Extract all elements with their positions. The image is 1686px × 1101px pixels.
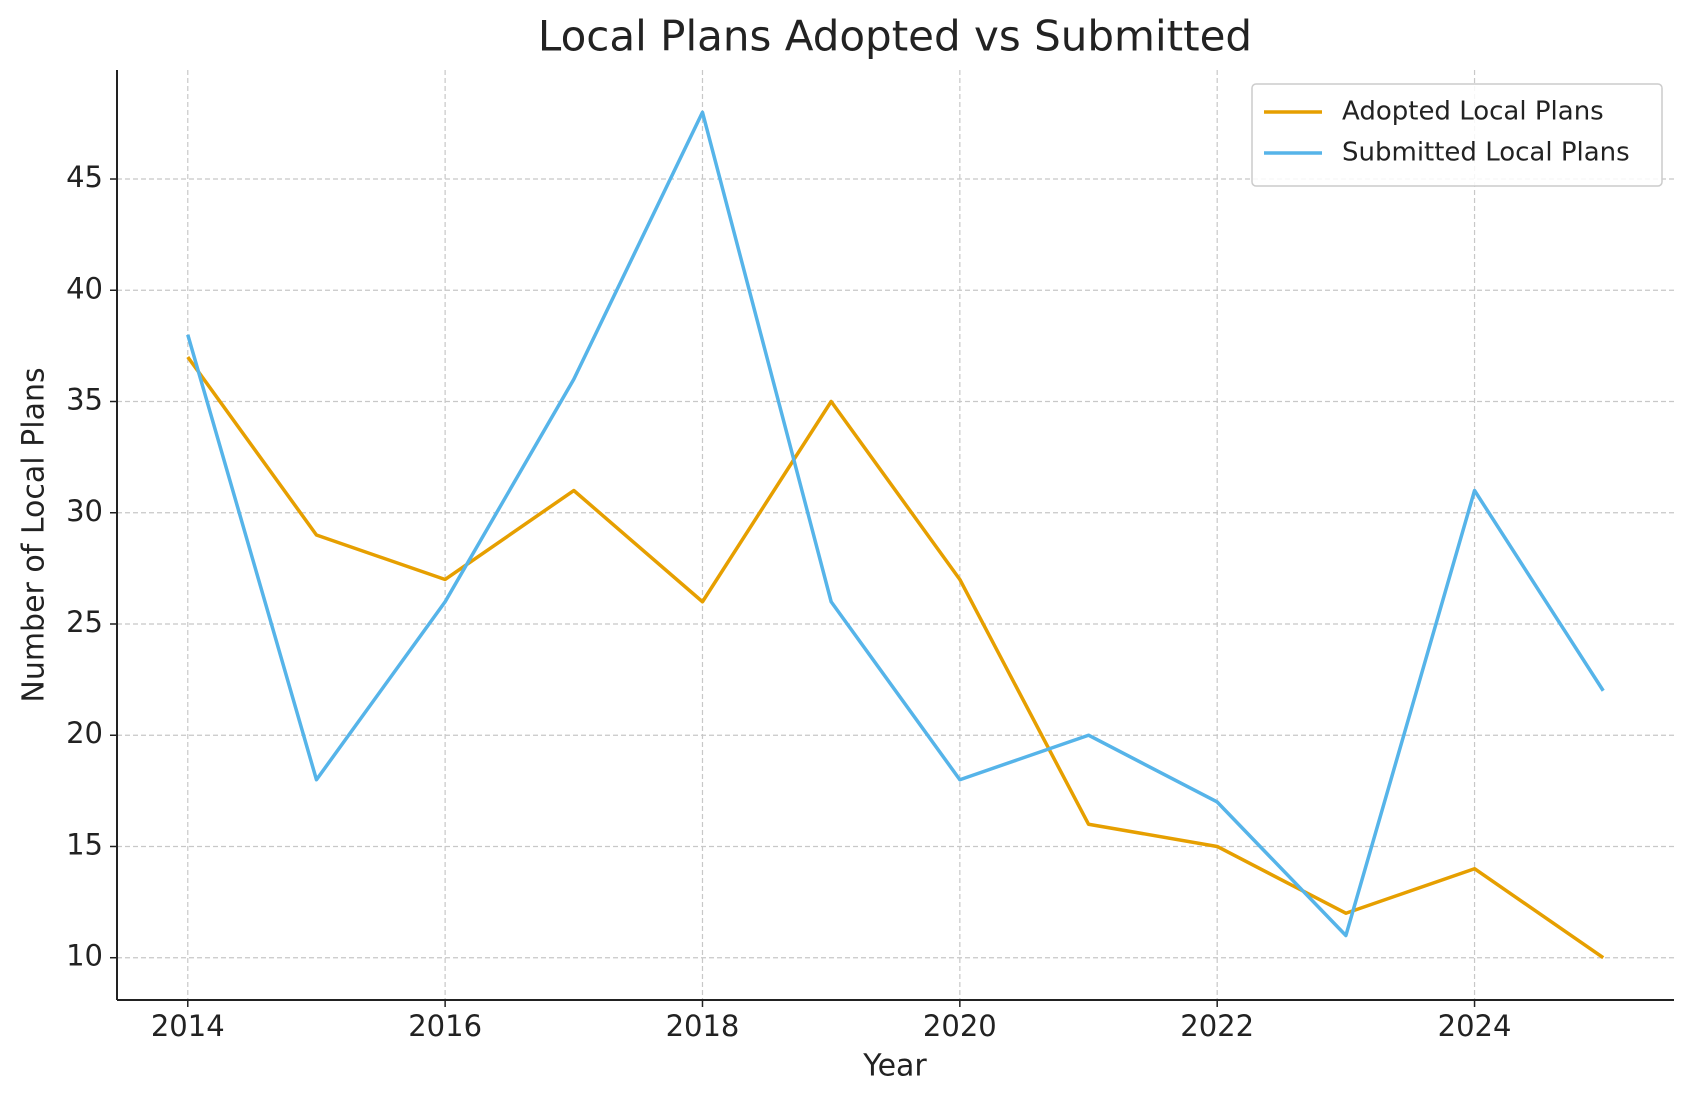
y-tick-label: 40 [66,271,103,305]
x-tick-label: 2014 [151,1009,225,1043]
x-tick-label: 2024 [1438,1009,1512,1043]
series-line [186,355,1605,960]
legend-label: Adopted Local Plans [1342,97,1604,127]
y-tick-label: 10 [66,939,103,973]
y-tick-label: 25 [66,605,103,639]
chart-title: Local Plans Adopted vs Submitted [538,12,1252,61]
legend-box [1251,83,1663,187]
x-tick-label: 2020 [923,1009,997,1043]
legend-label: Submitted Local Plans [1342,138,1630,168]
y-tick-label: 35 [66,383,103,417]
y-tick-label: 20 [66,716,103,750]
y-tick-label: 45 [66,160,103,194]
x-tick-label: 2016 [408,1009,482,1043]
x-tick-label: 2022 [1180,1009,1254,1043]
x-tick-label: 2018 [666,1009,740,1043]
y-axis-label: Number of Local Plans [17,367,52,702]
y-tick-label: 15 [66,827,103,861]
y-tick-label: 30 [66,494,103,528]
series-line [186,110,1605,938]
x-axis-label: Year [862,1049,927,1084]
